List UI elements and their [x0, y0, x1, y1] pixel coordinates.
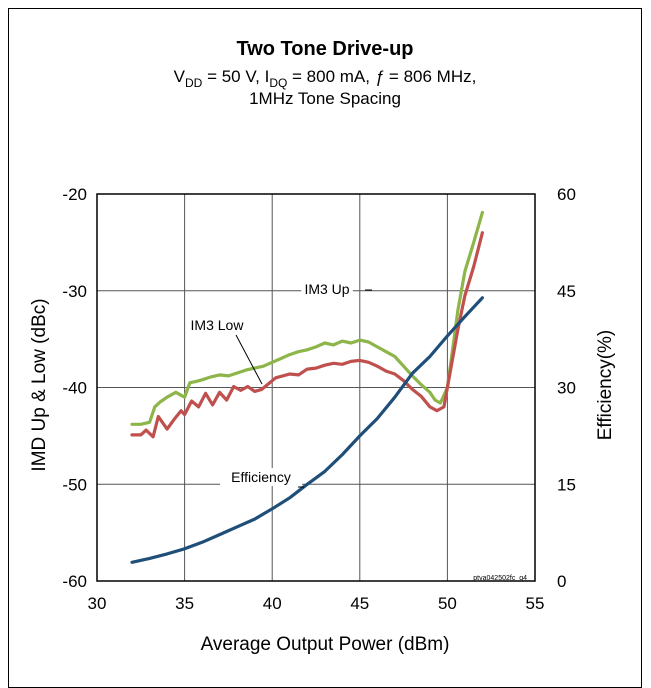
annotation-background	[187, 316, 247, 334]
y-right-axis-label: Efficiency(%)	[595, 330, 616, 441]
subtitle-part: = 806 MHz,	[384, 67, 476, 86]
y-left-tick-label: -30	[62, 282, 87, 301]
x-tick-label: 40	[263, 594, 282, 613]
y-left-tick-label: -40	[62, 379, 87, 398]
subtitle-part: V	[174, 67, 186, 86]
annotation-background	[220, 468, 302, 486]
x-tick-label: 55	[526, 594, 545, 613]
chart-svg: Two Tone Drive-up VDD = 50 V, IDQ = 800 …	[29, 38, 616, 655]
plot-border	[96, 193, 536, 582]
y-right-tick-label: 15	[557, 475, 576, 494]
subtitle-part: = 800 mA,	[287, 67, 374, 86]
subtitle-subscript: DQ	[269, 76, 287, 90]
figure-id: ptva042502fc_g4	[473, 575, 527, 582]
chart-title: Two Tone Drive-up	[236, 38, 413, 60]
grid	[96, 193, 536, 582]
y-right-tick-label: 0	[557, 572, 566, 591]
annotation-background	[301, 280, 353, 298]
series-lines	[130, 210, 484, 564]
subtitle-freq-symbol: ƒ	[375, 67, 384, 86]
chart-subtitle-line2: 1MHz Tone Spacing	[249, 89, 401, 108]
y-right-tick-labels: 0 15 30 45 60	[557, 185, 576, 591]
x-tick-labels: 30 35 40 45 50 55	[88, 594, 545, 613]
im3-up-line	[130, 210, 484, 426]
chart-subtitle-line1: VDD = 50 V, IDQ = 800 mA, ƒ = 806 MHz,	[174, 67, 477, 90]
subtitle-part: = 50 V, I	[202, 67, 269, 86]
y-left-tick-label: -60	[62, 572, 87, 591]
x-tick-label: 30	[88, 594, 107, 613]
y-left-tick-labels: -60 -50 -40 -30 -20	[62, 185, 87, 591]
annotation-label: Efficiency	[231, 469, 291, 485]
y-left-tick-label: -50	[62, 475, 87, 494]
annotations: IM3 Up IM3 Low Efficiency	[187, 280, 372, 488]
x-tick-label: 45	[350, 594, 369, 613]
y-right-tick-label: 30	[557, 379, 576, 398]
x-tick-label: 50	[438, 594, 457, 613]
y-right-tick-label: 45	[557, 282, 576, 301]
y-left-tick-label: -20	[62, 185, 87, 204]
subtitle-subscript: DD	[185, 76, 203, 90]
y-right-tick-label: 60	[557, 185, 576, 204]
annotation-label: IM3 Low	[191, 317, 245, 333]
im3-low-line	[130, 231, 484, 439]
annotation-label: IM3 Up	[304, 281, 349, 297]
efficiency-line	[130, 296, 484, 564]
x-tick-label: 35	[175, 594, 194, 613]
annotation-leader-line	[235, 334, 263, 385]
y-left-axis-label: IMD Up & Low (dBc)	[29, 298, 50, 471]
x-axis-label: Average Output Power (dBm)	[201, 634, 450, 655]
